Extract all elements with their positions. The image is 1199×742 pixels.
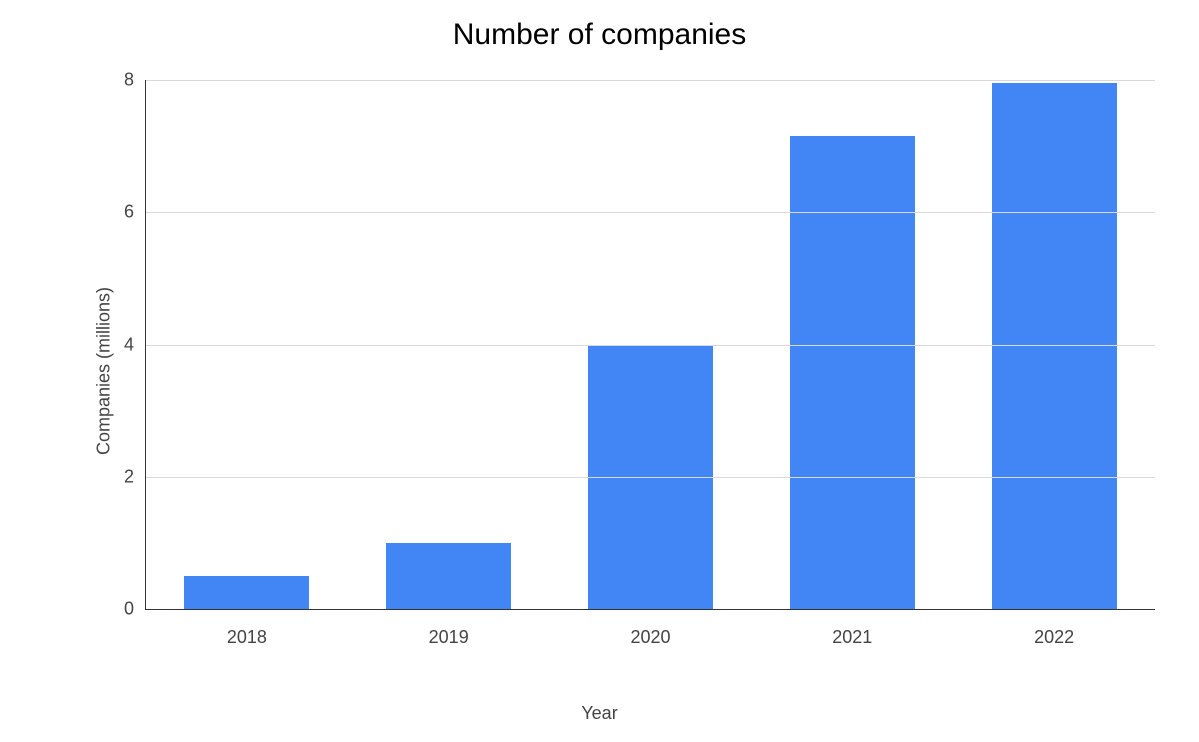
- bar: [992, 83, 1117, 609]
- x-axis-label: Year: [0, 703, 1199, 724]
- bar: [790, 136, 915, 609]
- y-tick-label: 0: [124, 599, 146, 620]
- x-tick-label: 2018: [227, 609, 267, 648]
- bar: [184, 576, 309, 609]
- bar: [386, 543, 511, 609]
- y-axis-label: Companies (millions): [94, 287, 115, 455]
- y-tick-label: 4: [124, 334, 146, 355]
- chart-container: Number of companies Companies (millions)…: [0, 0, 1199, 742]
- y-tick-label: 8: [124, 70, 146, 91]
- plot-area: 0246820182019202020212022: [145, 80, 1155, 610]
- x-tick-label: 2022: [1034, 609, 1074, 648]
- x-tick-label: 2021: [832, 609, 872, 648]
- gridline: [146, 345, 1155, 346]
- y-tick-label: 6: [124, 202, 146, 223]
- x-tick-label: 2020: [630, 609, 670, 648]
- chart-title: Number of companies: [0, 18, 1199, 52]
- y-tick-label: 2: [124, 466, 146, 487]
- gridline: [146, 477, 1155, 478]
- gridline: [146, 80, 1155, 81]
- x-tick-label: 2019: [429, 609, 469, 648]
- gridline: [146, 212, 1155, 213]
